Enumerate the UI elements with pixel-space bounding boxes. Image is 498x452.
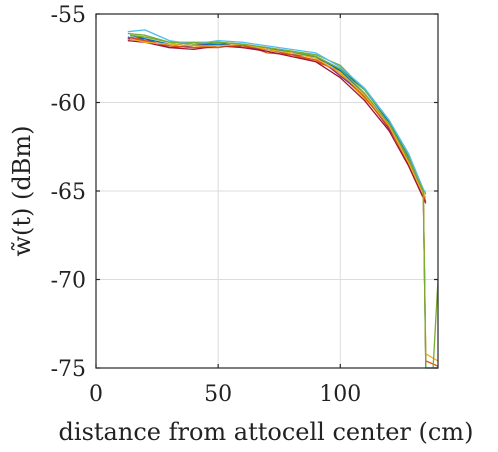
axes <box>95 13 439 369</box>
tick-labels: 0 50 100 -55 -60 -65 -70 -75 <box>51 3 362 407</box>
series-line-10 <box>130 38 439 362</box>
x-tick-label-0: 0 <box>89 382 103 407</box>
grid-lines <box>95 13 438 369</box>
y-tick-label-4: -75 <box>51 357 86 382</box>
series-line-6 <box>127 29 427 194</box>
series-line-7 <box>127 39 427 204</box>
y-axis-title: w̃(t) (dBm) <box>8 125 36 256</box>
series-line-8 <box>130 34 438 369</box>
series-line-9 <box>130 36 439 367</box>
y-tick-label-3: -70 <box>51 269 86 294</box>
y-tick-label-2: -65 <box>51 180 86 205</box>
y-tick-label-0: -55 <box>51 3 86 28</box>
series-group <box>127 29 439 369</box>
x-tick-label-1: 50 <box>204 382 232 407</box>
y-tick-label-1: -60 <box>51 92 86 117</box>
x-tick-label-2: 100 <box>319 382 361 407</box>
x-axis-title: distance from attocell center (cm) <box>59 418 474 446</box>
series-line-11 <box>130 34 439 369</box>
